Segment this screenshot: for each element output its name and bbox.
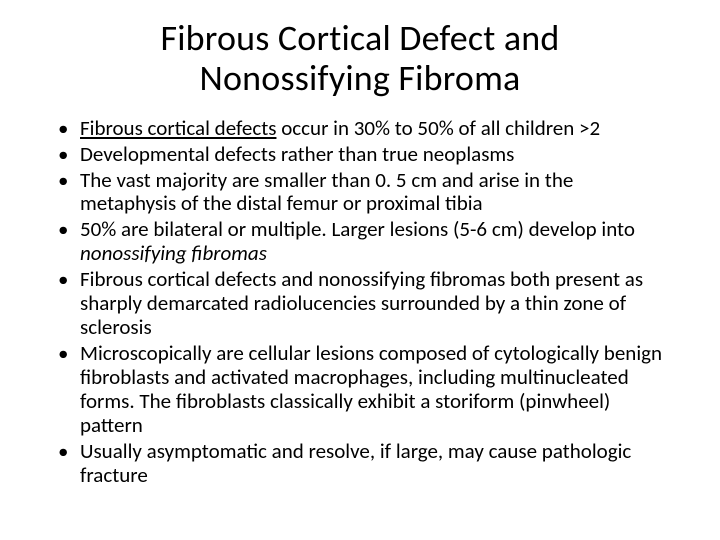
list-item: The vast majority are smaller than 0. 5 …: [50, 169, 670, 217]
title-line-2: Nonossifying Fibroma: [200, 56, 521, 100]
list-item: Developmental defects rather than true n…: [50, 143, 670, 167]
underline-text: Fibrous cortical defects: [80, 115, 276, 141]
bullet-text: Fibrous cortical defects and nonossifyin…: [80, 266, 643, 340]
list-item: Fibrous cortical defects occur in 30% to…: [50, 117, 670, 141]
title-line-1: Fibrous Cortical Defect and: [160, 16, 559, 60]
bullet-text: Developmental defects rather than true n…: [80, 141, 514, 167]
list-item: Usually asymptomatic and resolve, if lar…: [50, 440, 670, 488]
bullet-text: occur in 30% to 50% of all children >2: [276, 115, 600, 141]
italic-text: nonossifying fibromas: [80, 240, 267, 266]
bullet-text: Usually asymptomatic and resolve, if lar…: [80, 438, 631, 488]
list-item: 50% are bilateral or multiple. Larger le…: [50, 218, 670, 266]
slide: Fibrous Cortical Defect and Nonossifying…: [0, 0, 720, 540]
slide-title: Fibrous Cortical Defect and Nonossifying…: [50, 18, 670, 99]
list-item: Microscopically are cellular lesions com…: [50, 342, 670, 438]
bullet-text: The vast majority are smaller than 0. 5 …: [80, 167, 573, 217]
bullet-text: 50% are bilateral or multiple. Larger le…: [80, 216, 635, 242]
bullet-list: Fibrous cortical defects occur in 30% to…: [50, 117, 670, 488]
bullet-text: Microscopically are cellular lesions com…: [80, 340, 662, 438]
list-item: Fibrous cortical defects and nonossifyin…: [50, 268, 670, 340]
